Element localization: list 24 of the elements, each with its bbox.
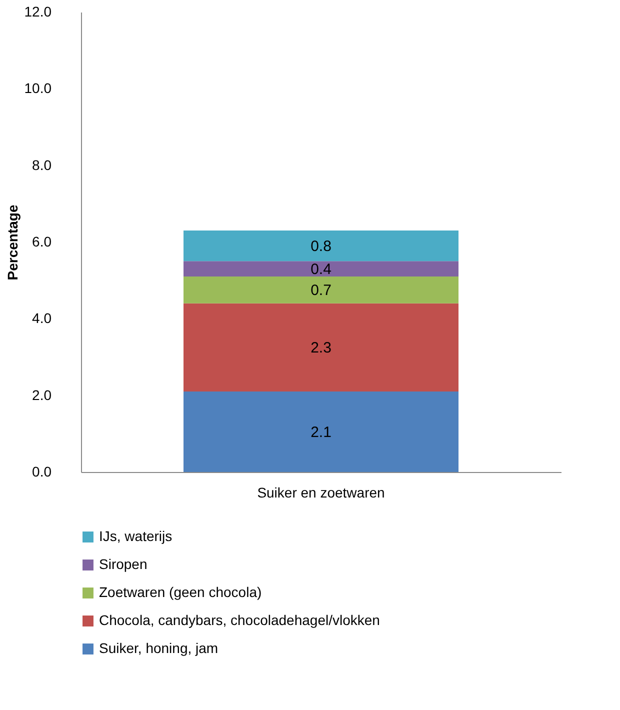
bar — [184, 276, 458, 304]
data-label: 2.1 — [310, 424, 332, 441]
y-tick-label: 2.0 — [32, 386, 52, 403]
y-tick-label: 0.0 — [32, 464, 52, 480]
y-tick-label: 12.0 — [24, 4, 52, 20]
x-tick-label: Suiker en zoetwaren — [257, 484, 385, 500]
data-label: 0.7 — [310, 282, 332, 299]
legend-label: Siropen — [99, 556, 148, 572]
bar — [184, 303, 458, 392]
bar — [184, 230, 458, 262]
y-axis-title: Percentage — [4, 204, 20, 280]
bar — [184, 261, 458, 276]
legend-label: Zoetwaren (geen chocola) — [99, 584, 262, 600]
data-label: 2.3 — [310, 339, 332, 356]
data-label: 0.8 — [310, 238, 332, 255]
y-tick-label: 6.0 — [32, 234, 52, 250]
bar — [184, 392, 458, 472]
legend-label: IJs, waterijs — [99, 528, 172, 544]
legend-label: Chocola, candybars, chocoladehagel/vlokken — [99, 612, 380, 628]
y-tick-label: 8.0 — [32, 156, 52, 173]
y-tick-label: 4.0 — [32, 310, 52, 326]
data-label: 0.4 — [310, 260, 332, 278]
y-tick-label: 10.0 — [24, 80, 52, 96]
legend-label: Suiker, honing, jam — [99, 640, 218, 656]
